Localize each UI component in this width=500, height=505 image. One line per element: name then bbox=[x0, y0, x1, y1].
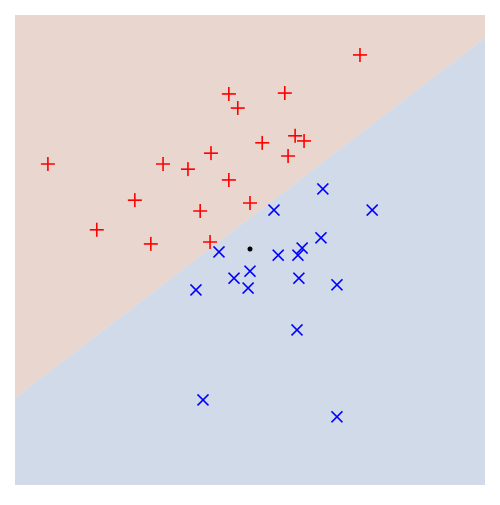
cross-marker bbox=[292, 272, 305, 285]
plus-marker bbox=[156, 156, 171, 171]
cross-marker bbox=[314, 231, 328, 244]
plus-marker bbox=[203, 146, 218, 161]
plus-marker bbox=[277, 86, 292, 101]
plus-marker bbox=[288, 128, 303, 143]
cross-marker bbox=[227, 272, 241, 285]
cross-marker bbox=[267, 203, 281, 217]
cross-marker bbox=[316, 182, 329, 195]
cross-marker bbox=[189, 283, 203, 297]
plus-marker bbox=[203, 235, 218, 250]
plus-marker bbox=[281, 149, 296, 163]
dot-marker bbox=[247, 246, 253, 252]
plus-marker bbox=[255, 135, 270, 150]
plus-marker bbox=[221, 172, 236, 187]
cross-marker bbox=[242, 282, 255, 295]
cross-marker bbox=[290, 323, 304, 336]
plus-marker bbox=[89, 222, 104, 237]
cross-marker bbox=[291, 249, 305, 262]
plus-marker bbox=[193, 203, 208, 218]
plus-marker bbox=[352, 47, 367, 62]
plus-marker bbox=[40, 156, 55, 171]
plus-marker bbox=[230, 101, 245, 116]
cross-marker bbox=[196, 393, 210, 406]
cross-marker bbox=[212, 245, 226, 258]
plus-marker bbox=[180, 162, 195, 177]
plus-marker bbox=[221, 86, 236, 101]
cross-marker bbox=[272, 249, 285, 262]
region-below bbox=[15, 38, 485, 485]
plus-marker bbox=[297, 133, 312, 148]
cross-marker bbox=[243, 265, 257, 278]
plus-marker bbox=[143, 236, 158, 251]
cross-marker bbox=[296, 242, 309, 255]
cross-marker bbox=[330, 278, 344, 291]
plus-marker bbox=[243, 196, 257, 210]
plus-marker bbox=[127, 193, 142, 208]
cross-marker bbox=[366, 203, 379, 217]
cross-marker bbox=[330, 410, 344, 423]
